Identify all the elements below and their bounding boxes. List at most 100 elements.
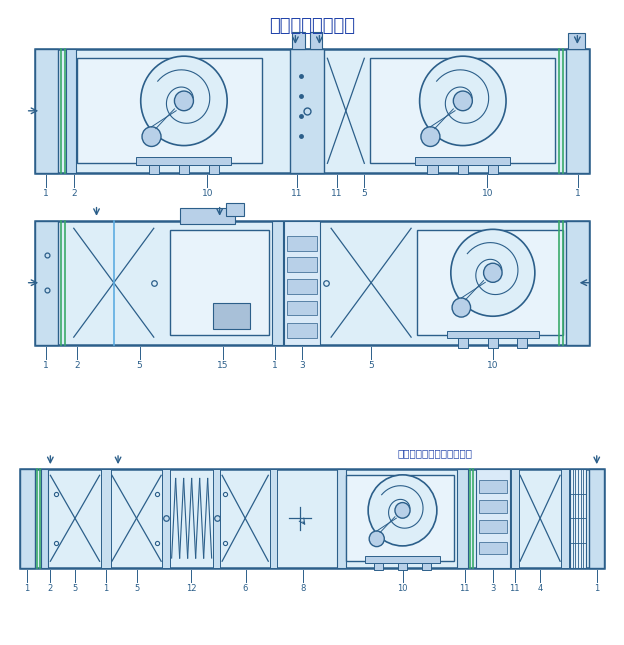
Bar (570, 469, 586, 568)
Bar (35, 49, 59, 173)
Text: 11: 11 (331, 190, 343, 199)
Text: 6: 6 (243, 584, 248, 593)
Bar (416, 157, 510, 164)
Text: 1: 1 (272, 361, 278, 370)
Text: 功能段组合示意图: 功能段组合示意图 (269, 17, 355, 35)
Bar (364, 556, 441, 562)
Bar (567, 34, 585, 50)
Text: 10: 10 (397, 584, 407, 593)
Bar (180, 208, 235, 224)
Bar (35, 221, 589, 345)
Bar (337, 469, 346, 568)
Bar (417, 230, 563, 335)
Bar (288, 257, 317, 272)
Bar (19, 469, 35, 568)
Bar (457, 164, 468, 174)
Bar (565, 221, 589, 345)
Circle shape (419, 56, 506, 146)
Text: 2: 2 (47, 584, 53, 593)
Text: 5: 5 (137, 361, 142, 370)
Bar (310, 32, 323, 50)
Bar (137, 157, 232, 164)
Circle shape (452, 298, 470, 317)
Text: 1: 1 (575, 190, 581, 199)
Bar (35, 49, 589, 173)
Bar (288, 323, 317, 337)
Bar (475, 469, 510, 568)
Circle shape (451, 230, 535, 316)
Circle shape (395, 502, 410, 518)
Bar (213, 469, 220, 568)
Bar (562, 469, 568, 568)
Bar (427, 164, 438, 174)
Bar (285, 221, 320, 345)
Circle shape (368, 475, 437, 546)
Bar (77, 58, 261, 163)
Bar (41, 469, 49, 568)
Text: 3: 3 (490, 584, 495, 593)
Text: 11: 11 (459, 584, 470, 593)
Text: 5: 5 (134, 584, 139, 593)
Text: 1: 1 (594, 584, 600, 593)
Text: 5: 5 (72, 584, 77, 593)
Bar (290, 49, 324, 173)
Bar (488, 339, 498, 348)
Bar (447, 331, 539, 339)
Bar (371, 58, 555, 163)
Bar (170, 230, 269, 335)
Bar (565, 49, 589, 173)
Bar (66, 49, 76, 173)
Bar (479, 520, 507, 533)
Text: 10: 10 (202, 190, 213, 199)
Bar (479, 500, 507, 513)
Bar (288, 236, 317, 251)
Bar (213, 303, 250, 329)
Text: 2: 2 (71, 190, 77, 199)
Bar (272, 221, 283, 345)
Bar (35, 221, 59, 345)
Text: 1: 1 (43, 190, 49, 199)
Bar (346, 475, 454, 561)
Bar (589, 469, 605, 568)
Text: 4: 4 (538, 584, 543, 593)
Text: 1: 1 (43, 361, 49, 370)
Bar (226, 203, 244, 215)
Text: 11: 11 (509, 584, 520, 593)
Bar (457, 469, 469, 568)
Bar (422, 562, 431, 570)
Bar (479, 481, 507, 493)
Bar (178, 164, 189, 174)
Text: 15: 15 (217, 361, 228, 370)
Text: 5: 5 (361, 190, 367, 199)
Text: 1: 1 (103, 584, 109, 593)
Circle shape (484, 263, 502, 283)
Bar (162, 469, 170, 568)
Text: 11: 11 (291, 190, 303, 199)
Text: 12: 12 (186, 584, 197, 593)
Bar (398, 562, 407, 570)
Bar (270, 469, 277, 568)
Text: 8: 8 (301, 584, 306, 593)
Bar (459, 339, 469, 348)
Circle shape (421, 127, 440, 146)
Bar (101, 469, 110, 568)
Text: 3: 3 (300, 361, 305, 370)
Circle shape (453, 91, 472, 111)
Bar (374, 562, 383, 570)
Bar (512, 469, 519, 568)
Bar (19, 469, 605, 568)
Bar (292, 32, 305, 50)
Text: 10: 10 (482, 190, 493, 199)
Bar (479, 542, 507, 554)
Circle shape (369, 531, 384, 546)
Bar (209, 164, 220, 174)
Circle shape (175, 91, 193, 111)
Bar (288, 279, 317, 294)
Text: 1: 1 (24, 584, 29, 593)
Bar (149, 164, 159, 174)
Text: 广州梓净净化设备有限公司: 广州梓净净化设备有限公司 (397, 449, 472, 459)
Bar (288, 301, 317, 315)
Bar (488, 164, 499, 174)
Circle shape (142, 127, 161, 146)
Text: 2: 2 (74, 361, 80, 370)
